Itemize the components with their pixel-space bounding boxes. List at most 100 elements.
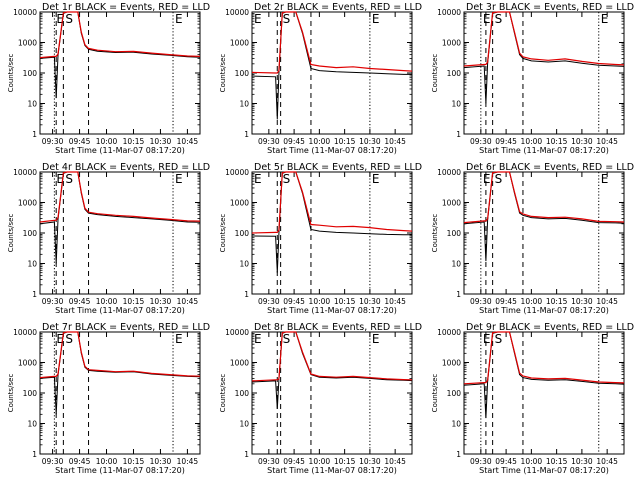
series-lld-line <box>251 331 413 382</box>
x-tick-label: 10:00 <box>309 457 331 466</box>
marker-label: E <box>372 172 380 186</box>
y-axis-label: Counts/sec <box>431 374 439 413</box>
x-tick-label: 10:45 <box>177 297 199 306</box>
marker-label: E <box>483 332 491 346</box>
detector-chart-8: Det 8r BLACK = Events, RED = LLD 1 10 100 10… <box>219 322 422 475</box>
x-axis-label: Start Time (11-Mar-07 08:17:20) <box>267 146 397 155</box>
marker-label: E <box>601 12 609 26</box>
y-tick-label: 1000 <box>230 199 249 208</box>
y-tick-label: 10 <box>451 100 461 109</box>
x-tick-label: 10:30 <box>571 297 593 306</box>
x-tick-label: 09:30 <box>470 297 492 306</box>
plot-frame <box>39 331 201 455</box>
y-tick-label: 10000 <box>13 8 37 17</box>
y-tick-label: 1 <box>456 130 461 139</box>
series-lld-line <box>463 331 625 385</box>
x-tick-label: 10:30 <box>150 457 172 466</box>
y-tick-label: 10000 <box>13 328 37 337</box>
y-tick-label: 10000 <box>437 168 461 177</box>
series-events-line <box>463 11 625 104</box>
y-tick-label: 1000 <box>18 199 37 208</box>
x-tick-label: 10:30 <box>359 137 381 146</box>
y-tick-label: 10 <box>451 260 461 269</box>
marker-label: E <box>56 12 64 26</box>
y-tick-label: 1000 <box>230 359 249 368</box>
marker-label: S <box>283 12 291 26</box>
marker-label: S <box>283 332 291 346</box>
y-tick-label: 10000 <box>225 8 249 17</box>
x-tick-label: 09:45 <box>495 297 517 306</box>
x-tick-label: 09:45 <box>283 457 305 466</box>
x-tick-label: 10:00 <box>309 297 331 306</box>
x-tick-label: 10:30 <box>571 137 593 146</box>
chart-title: Det 2r BLACK = Events, RED = LLD <box>254 2 422 13</box>
x-tick-label: 09:45 <box>283 297 305 306</box>
x-tick-label: 09:30 <box>42 297 64 306</box>
series-events-line <box>251 171 412 273</box>
x-tick-label: 09:30 <box>258 297 280 306</box>
marker-label: E <box>483 12 491 26</box>
y-tick-label: 1 <box>32 450 37 459</box>
x-tick-label: 10:45 <box>596 297 618 306</box>
y-tick-label: 10 <box>27 100 37 109</box>
x-tick-label: 09:30 <box>258 137 280 146</box>
marker-label: E <box>56 172 64 186</box>
series-events-line <box>463 171 625 262</box>
detector-chart-3: Det 3r BLACK = Events, RED = LLD 1 10 100 10… <box>431 2 634 155</box>
x-tick-label: 10:15 <box>546 137 568 146</box>
x-tick-label: 09:30 <box>42 457 64 466</box>
x-tick-label: 09:45 <box>69 457 91 466</box>
y-tick-label: 1000 <box>442 39 461 48</box>
marker-label: S <box>495 172 503 186</box>
marker-label: S <box>283 172 291 186</box>
x-tick-label: 09:45 <box>69 297 91 306</box>
x-tick-label: 10:30 <box>359 457 381 466</box>
y-axis-label: Counts/sec <box>431 54 439 93</box>
x-tick-label: 10:15 <box>546 297 568 306</box>
x-tick-label: 09:45 <box>495 457 517 466</box>
y-tick-label: 100 <box>235 389 250 398</box>
x-axis-label: Start Time (11-Mar-07 08:17:20) <box>479 306 609 315</box>
x-axis-label: Start Time (11-Mar-07 08:17:20) <box>55 306 185 315</box>
chart-title: Det 9r BLACK = Events, RED = LLD <box>466 322 634 333</box>
x-tick-label: 10:15 <box>123 297 145 306</box>
marker-label: E <box>254 332 262 346</box>
y-tick-label: 1 <box>456 450 461 459</box>
marker-label: E <box>175 172 183 186</box>
series-lld-line <box>39 331 201 379</box>
x-tick-label: 10:30 <box>359 297 381 306</box>
x-tick-label: 10:45 <box>177 457 199 466</box>
marker-label: E <box>601 172 609 186</box>
marker-label: E <box>254 12 262 26</box>
series-lld-line <box>251 171 413 234</box>
x-tick-label: 09:45 <box>283 137 305 146</box>
plot-frame <box>463 171 625 295</box>
chart-title: Det 8r BLACK = Events, RED = LLD <box>254 322 422 333</box>
y-tick-label: 1000 <box>442 199 461 208</box>
x-tick-label: 10:45 <box>596 457 618 466</box>
y-tick-label: 100 <box>23 69 38 78</box>
x-axis-label: Start Time (11-Mar-07 08:17:20) <box>55 146 185 155</box>
detector-chart-5: Det 5r BLACK = Events, RED = LLD 1 10 100 10… <box>219 162 422 315</box>
x-tick-label: 10:00 <box>521 457 543 466</box>
x-tick-label: 10:15 <box>334 457 356 466</box>
x-tick-label: 09:30 <box>470 137 492 146</box>
y-tick-label: 10 <box>239 420 249 429</box>
x-tick-label: 10:00 <box>521 137 543 146</box>
series-lld-line <box>39 171 201 223</box>
y-tick-label: 10 <box>27 260 37 269</box>
marker-label: E <box>56 332 64 346</box>
x-tick-label: 09:30 <box>258 457 280 466</box>
x-tick-label: 09:30 <box>42 137 64 146</box>
detector-chart-4: Det 4r BLACK = Events, RED = LLD 1 10 100 10… <box>7 162 210 315</box>
x-tick-label: 10:15 <box>334 137 356 146</box>
plot-frame <box>39 11 201 135</box>
y-tick-label: 1 <box>456 290 461 299</box>
x-tick-label: 10:30 <box>150 297 172 306</box>
y-tick-label: 10000 <box>437 328 461 337</box>
x-axis-label: Start Time (11-Mar-07 08:17:20) <box>479 146 609 155</box>
y-tick-label: 100 <box>23 389 38 398</box>
y-tick-label: 10 <box>27 420 37 429</box>
x-tick-label: 10:00 <box>96 297 118 306</box>
y-tick-label: 1 <box>244 450 249 459</box>
